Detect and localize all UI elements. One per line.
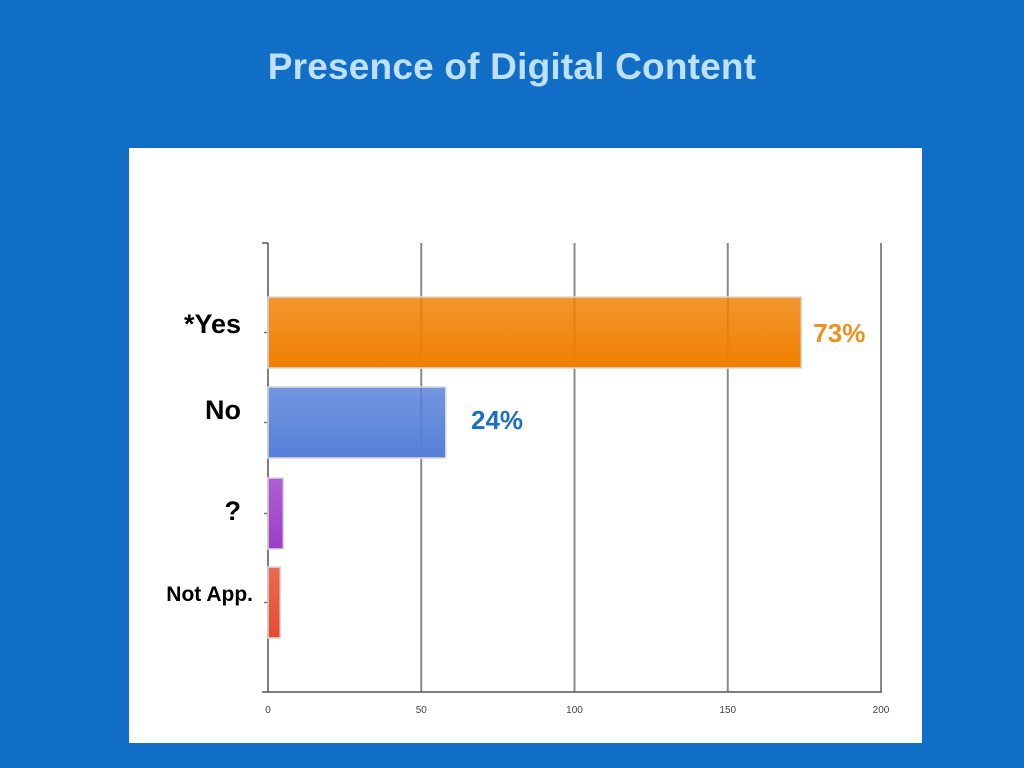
- x-tick-label: 150: [719, 705, 736, 716]
- chart-panel: 0 50 100 150 200 *Yes No? Not App. 73% 24%: [129, 148, 922, 743]
- category-label: No: [205, 395, 241, 425]
- category-label-box: [129, 573, 255, 623]
- category-label: Not App.: [166, 583, 253, 606]
- bar-chart: 0 50 100 150 200 *Yes No? Not App. 73% 24%: [129, 242, 890, 716]
- bar-0: [267, 296, 803, 369]
- bars-layer: [267, 296, 803, 639]
- x-tick-label: 200: [873, 705, 890, 716]
- x-tick-label: 100: [566, 705, 583, 716]
- category-label: *Yes: [184, 309, 241, 339]
- category-label: ?: [225, 496, 242, 526]
- bar-2: [267, 477, 285, 550]
- bar-1: [267, 386, 447, 459]
- x-tick-label: 0: [265, 705, 271, 716]
- bar-3: [267, 566, 282, 639]
- x-tick-label: 50: [416, 705, 428, 716]
- data-label: 24%: [471, 405, 523, 435]
- labels-layer: *Yes No? Not App. 73% 24%: [129, 309, 865, 623]
- data-label: 73%: [813, 318, 865, 348]
- slide-title: Presence of Digital Content: [267, 46, 757, 87]
